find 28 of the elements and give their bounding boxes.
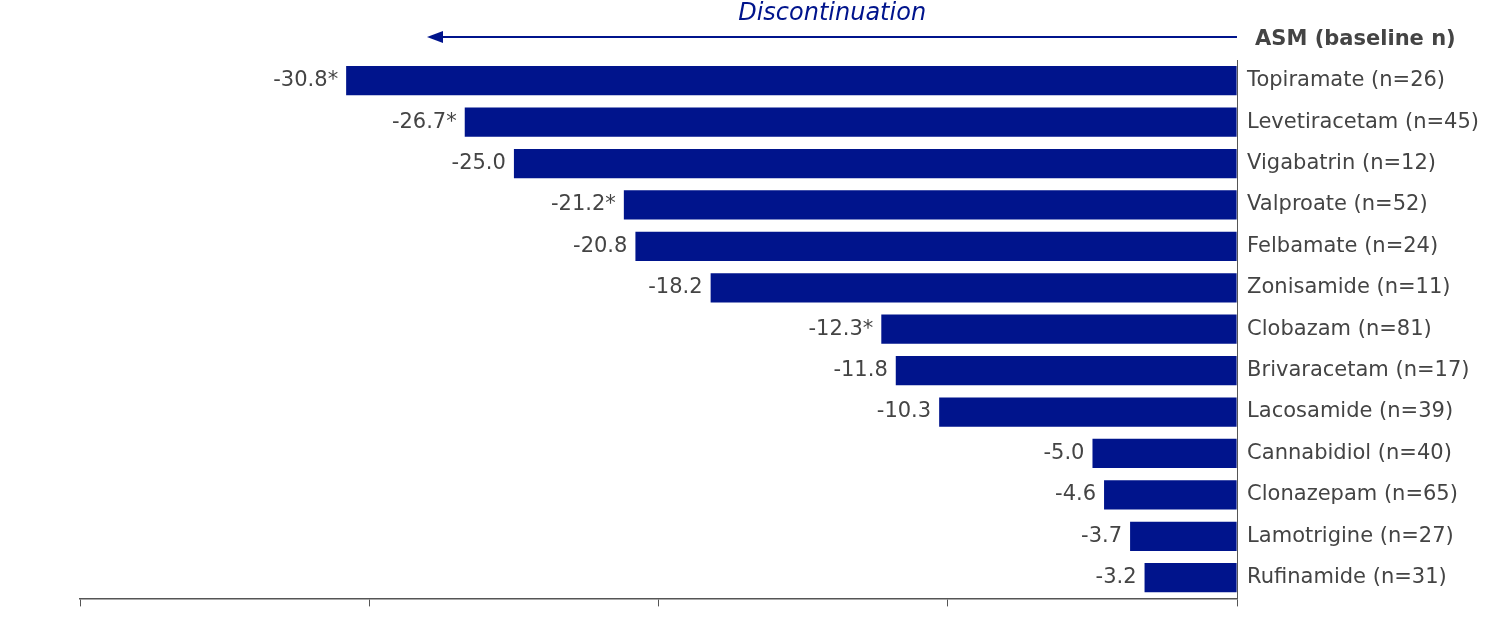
- y-tick-label: Valproate (n=52): [1247, 191, 1428, 216]
- y-tick-label: Cannabidiol (n=40): [1247, 439, 1452, 464]
- y-tick-label: Topiramate (n=26): [1246, 67, 1446, 92]
- y-tick-label: Brivaracetam (n=17): [1247, 357, 1470, 382]
- data-label: -5.0: [1043, 439, 1085, 464]
- data-label: -10.3: [876, 398, 932, 423]
- data-label: -3.7: [1081, 522, 1123, 547]
- y-tick-label: Rufinamide (n=31): [1247, 564, 1447, 589]
- y-tick-label: Zonisamide (n=11): [1247, 274, 1451, 299]
- y-tick-label: Felbamate (n=24): [1247, 232, 1439, 257]
- y-tick-label: Lacosamide (n=39): [1247, 398, 1454, 423]
- data-label: -21.2*: [551, 191, 616, 216]
- y-tick-label: Vigabatrin (n=12): [1247, 149, 1436, 174]
- data-label: -18.2: [648, 274, 703, 299]
- data-label: -26.7*: [391, 108, 457, 133]
- y-axis-title: ASM (baseline n): [1255, 26, 1456, 51]
- chart-title: Discontinuation: [738, 0, 927, 26]
- data-label: -20.8: [573, 232, 628, 257]
- data-label: -3.2: [1095, 564, 1137, 589]
- y-tick-label: Clonazepam (n=65): [1247, 481, 1458, 506]
- data-label: -25.0: [451, 149, 506, 174]
- data-label: -12.3*: [808, 315, 874, 340]
- data-label: -11.8: [833, 357, 888, 382]
- data-label: -4.6: [1055, 481, 1097, 506]
- data-label: -30.8*: [273, 67, 339, 92]
- y-tick-label: Levetiracetam (n=45): [1247, 108, 1480, 133]
- y-tick-label: Clobazam (n=81): [1247, 315, 1432, 340]
- y-tick-label: Lamotrigine (n=27): [1247, 522, 1454, 547]
